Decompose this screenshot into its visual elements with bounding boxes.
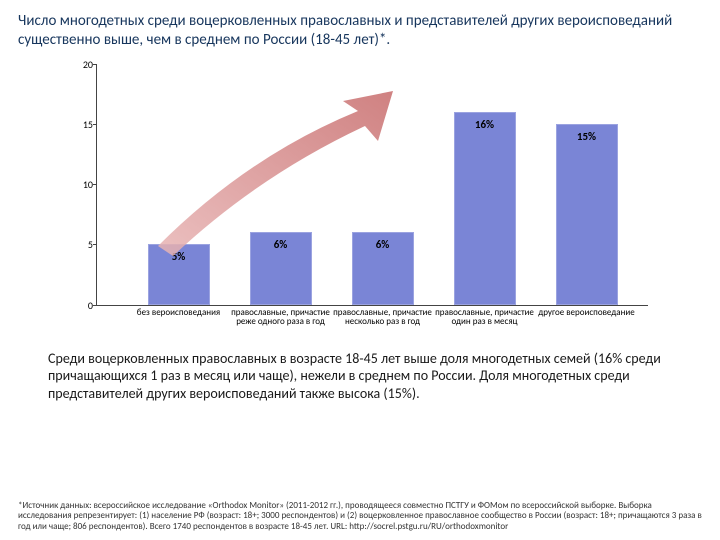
ytick-label: 10 [69,178,93,191]
bar-value-label: 6% [250,238,312,251]
x-category-label: другое вероисповедание [536,305,638,317]
plot-area: 051015205%без вероисповедания6%православ… [96,64,648,306]
x-category-label: православные, причастие один раз в месяц [434,305,536,327]
x-category-label: православные, причастие реже одного раза… [230,305,332,327]
bar: 6% [352,232,414,304]
bar: 5% [148,244,210,304]
x-category-label: без вероисповедания [128,305,230,317]
bar-value-label: 16% [454,118,516,131]
ytick-label: 15 [69,118,93,131]
ytick-mark [93,305,97,306]
bar: 16% [454,112,516,305]
ytick-mark [93,184,97,185]
bar: 15% [556,124,618,305]
x-category-label: православные, причастие несколько раз в … [332,305,434,327]
footnote-text: *Источник данных: всероссийское исследов… [18,501,702,532]
caption-text: Среди воцерковленных православных в возр… [48,350,684,403]
ytick-mark [93,64,97,65]
ytick-mark [93,124,97,125]
page-title: Число многодетных среди воцерковленных п… [18,12,702,50]
bar-value-label: 15% [556,130,618,143]
chart: 0 5 10 15 20 5% без вероисповедания 6% православ… [48,56,648,346]
bar-value-label: 5% [148,250,210,263]
ytick-label: 0 [69,299,93,312]
bar: 6% [250,232,312,304]
ytick-label: 20 [69,58,93,71]
bar-value-label: 6% [352,238,414,251]
ytick-mark [93,244,97,245]
ytick-label: 5 [69,238,93,251]
